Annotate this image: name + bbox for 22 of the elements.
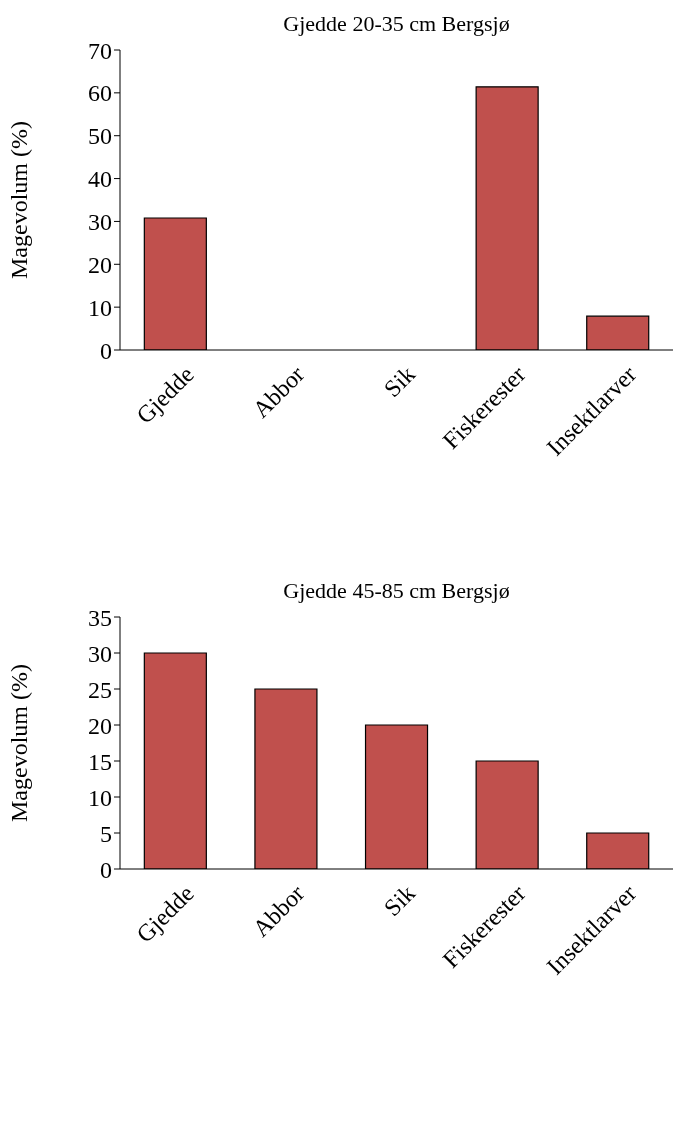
y-axis-title: Magevolum (%) [5,121,32,279]
y-tick-label: 60 [88,80,112,107]
y-tick-label: 70 [88,37,112,64]
y-tick-label: 35 [88,604,112,631]
y-tick-label: 50 [88,123,112,150]
y-tick-label: 30 [88,640,112,667]
y-tick-label: 5 [100,820,112,847]
y-tick-label: 15 [88,748,112,775]
y-tick-label: 30 [88,208,112,235]
chart-title: Gjedde 20-35 cm Bergsjø [282,10,511,36]
x-tick-label: Sik [378,880,420,922]
y-tick-label: 10 [88,294,112,321]
y-tick-label: 0 [100,337,112,364]
y-axis-title: Magevolum (%) [5,664,32,822]
y-tick-label: 0 [100,856,112,883]
y-tick-label: 20 [88,712,112,739]
y-tick-label: 40 [88,166,112,193]
y-tick-label: 20 [88,251,112,278]
y-tick-label: 25 [88,676,112,703]
y-tick-label: 10 [88,784,112,811]
chart-title: Gjedde 45-85 cm Bergsjø [282,577,511,603]
x-tick-label: Sik [378,361,420,403]
